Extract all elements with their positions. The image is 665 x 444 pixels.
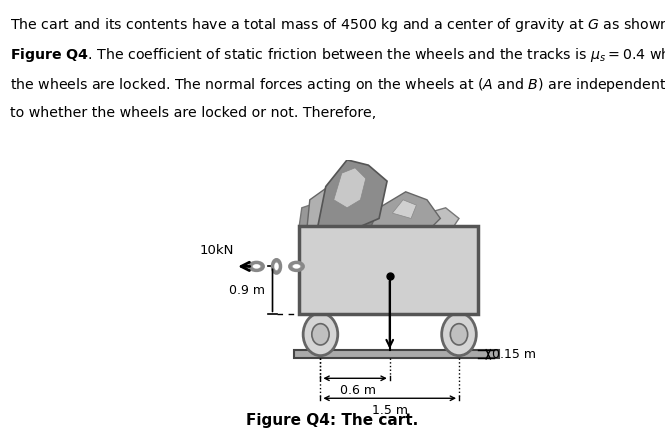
Polygon shape xyxy=(299,202,326,226)
Polygon shape xyxy=(339,213,360,226)
Polygon shape xyxy=(424,208,459,226)
Text: 0.9 m: 0.9 m xyxy=(229,284,265,297)
Text: Figure Q4: The cart.: Figure Q4: The cart. xyxy=(246,413,419,428)
Ellipse shape xyxy=(450,324,467,345)
Text: The cart and its contents have a total mass of 4500 kg and a center of gravity a: The cart and its contents have a total m… xyxy=(10,16,665,34)
Ellipse shape xyxy=(273,260,281,273)
Ellipse shape xyxy=(303,313,338,356)
Text: B: B xyxy=(309,335,319,349)
Text: 0.15 m: 0.15 m xyxy=(492,348,536,361)
Polygon shape xyxy=(371,192,440,226)
Polygon shape xyxy=(392,200,416,218)
Text: $\mathbf{Figure\ Q4}$. The coefficient of static friction between the wheels and: $\mathbf{Figure\ Q4}$. The coefficient o… xyxy=(10,46,665,64)
Ellipse shape xyxy=(293,264,300,269)
Text: 1.5 m: 1.5 m xyxy=(372,404,408,417)
Text: to whether the wheels are locked or not. Therefore,: to whether the wheels are locked or not.… xyxy=(10,106,376,120)
Text: 10kN: 10kN xyxy=(200,244,234,257)
Bar xyxy=(294,350,499,358)
Bar xyxy=(299,226,477,314)
Polygon shape xyxy=(334,168,366,208)
Ellipse shape xyxy=(250,262,263,270)
Ellipse shape xyxy=(253,264,260,269)
Ellipse shape xyxy=(274,263,279,270)
Text: the wheels are locked. The normal forces acting on the wheels at ($A$ and $B$) a: the wheels are locked. The normal forces… xyxy=(10,76,665,94)
Text: A: A xyxy=(461,335,471,349)
Ellipse shape xyxy=(290,262,303,270)
Polygon shape xyxy=(360,213,384,226)
Text: 0.6 m: 0.6 m xyxy=(340,384,376,397)
Text: G: G xyxy=(394,260,405,274)
Ellipse shape xyxy=(442,313,476,356)
Polygon shape xyxy=(307,186,339,226)
Ellipse shape xyxy=(312,324,329,345)
Polygon shape xyxy=(318,160,387,226)
